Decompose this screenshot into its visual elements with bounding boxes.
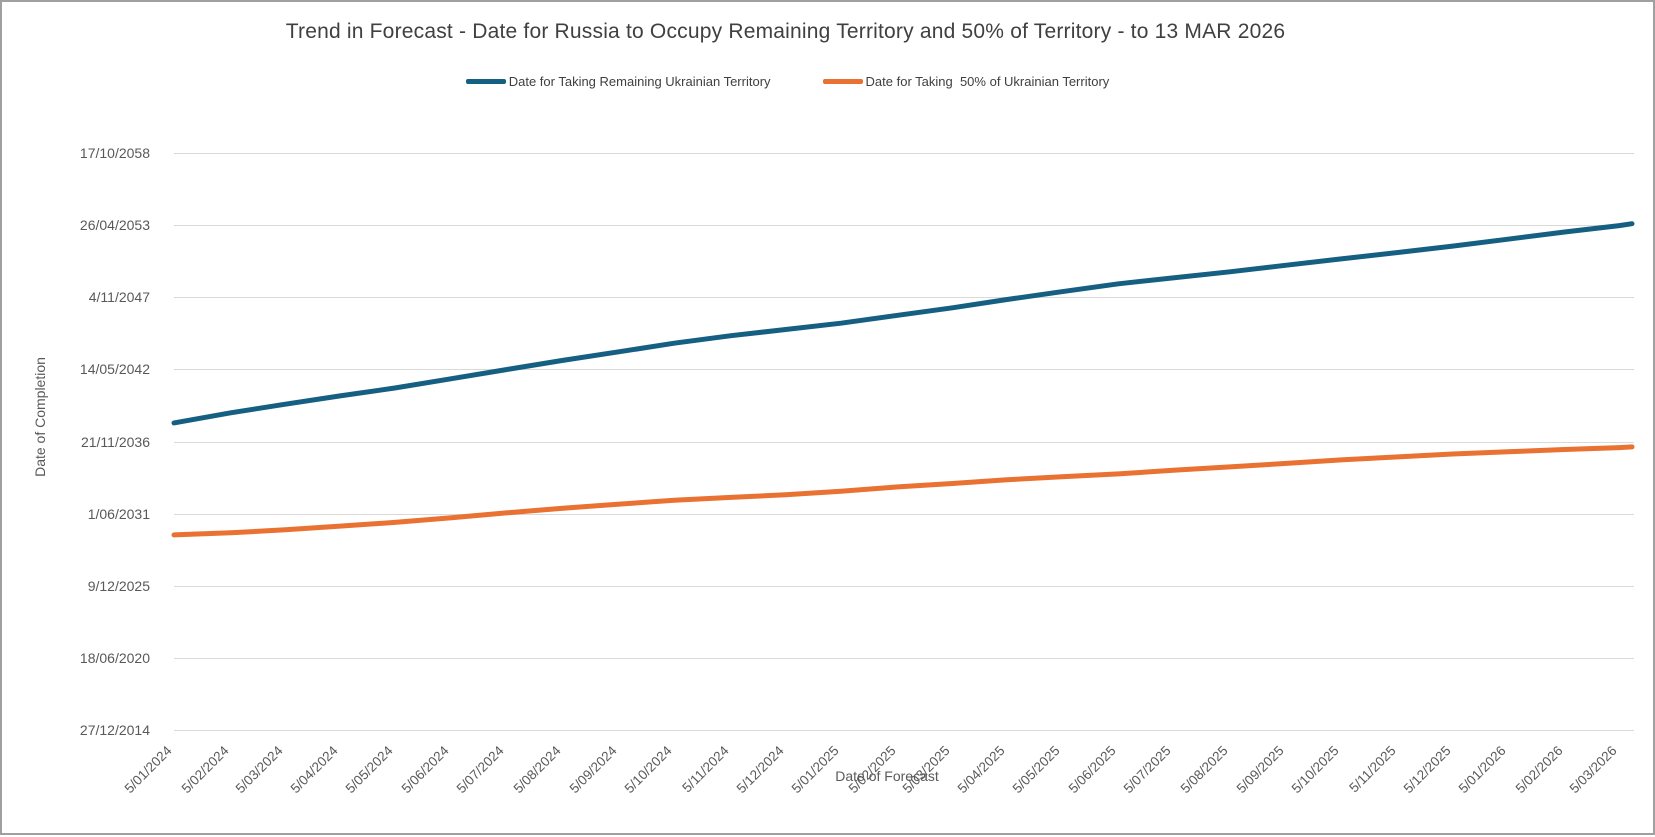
y-gridline xyxy=(174,657,1634,659)
chart-legend: Date for Taking Remaining Ukrainian Terr… xyxy=(2,74,1653,89)
y-tick-label: 26/04/2053 xyxy=(79,217,150,234)
y-tick-label: 21/11/2036 xyxy=(80,433,150,450)
y-tick-label: 18/06/2020 xyxy=(79,649,150,666)
y-gridline xyxy=(174,585,1634,587)
legend-line-swatch-orange-icon xyxy=(822,79,863,84)
y-gridline xyxy=(174,513,1634,515)
y-gridline xyxy=(174,297,1634,299)
x-axis-title: Date of Forecast xyxy=(835,768,939,784)
y-gridline xyxy=(174,369,1634,371)
y-tick-label: 1/06/2031 xyxy=(87,505,150,522)
chart-title: Trend in Forecast - Date for Russia to O… xyxy=(285,20,1286,43)
y-gridline xyxy=(174,730,1634,731)
y-tick-label: 17/10/2058 xyxy=(79,145,150,161)
series-line-remaining-territory xyxy=(171,221,1635,426)
legend-item-50pct-territory: Date for Taking 50% of Ukrainian Territo… xyxy=(822,74,1110,89)
series-line-50pct-territory xyxy=(171,444,1635,538)
legend-item-remaining-territory: Date for Taking Remaining Ukrainian Terr… xyxy=(465,74,771,89)
legend-label: Date for Taking 50% of Ukrainian Territo… xyxy=(865,74,1110,89)
y-gridline xyxy=(174,153,1634,154)
legend-line-swatch-blue-icon xyxy=(465,79,506,84)
y-gridline xyxy=(174,225,1634,227)
y-gridline xyxy=(174,441,1634,443)
y-tick-label: 4/11/2047 xyxy=(88,289,150,306)
y-tick-label: 14/05/2042 xyxy=(79,361,150,378)
legend-label: Date for Taking Remaining Ukrainian Terr… xyxy=(508,74,771,89)
y-tick-label: 27/12/2014 xyxy=(79,722,150,738)
y-axis-title: Date of Completion xyxy=(32,357,48,477)
y-tick-label: 9/12/2025 xyxy=(87,577,150,594)
